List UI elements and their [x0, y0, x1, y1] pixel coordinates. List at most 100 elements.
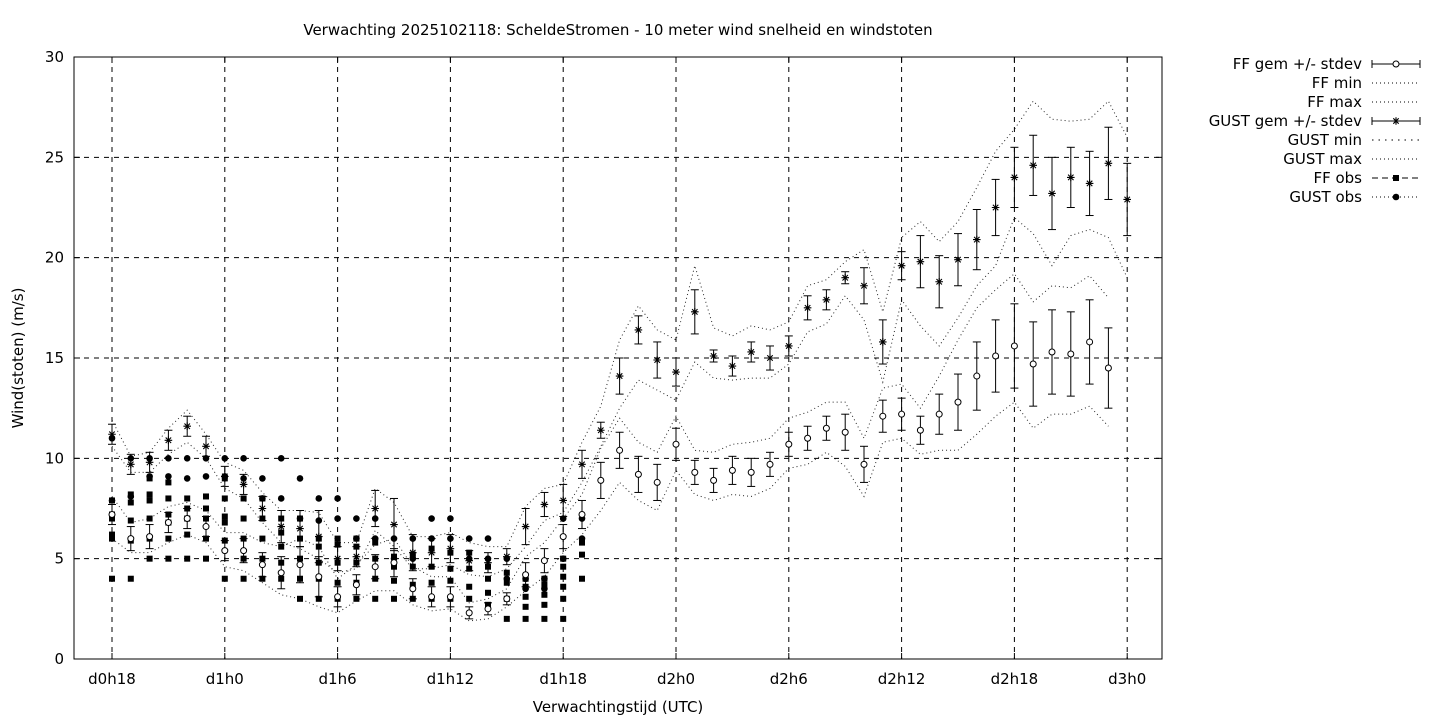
- ff-mean-point: [240, 547, 248, 555]
- gust-mean-point: [615, 372, 624, 380]
- ff-mean-point: [559, 533, 567, 541]
- legend-marker: [1392, 60, 1400, 68]
- ff-mean-point: [597, 476, 605, 484]
- ff-obs-point: [447, 577, 454, 584]
- x-tick-label: d3h0: [1108, 670, 1146, 688]
- ff-obs-point: [560, 573, 567, 580]
- ff-max-line: [111, 272, 1109, 604]
- gust-mean-point: [221, 472, 229, 481]
- ff-mean-point: [710, 476, 718, 484]
- gust-mean-point: [333, 554, 342, 563]
- ff-mean-point: [898, 410, 906, 418]
- ff-obs-point: [259, 535, 266, 542]
- ff-mean-point: [747, 468, 755, 476]
- ff-obs-point: [466, 595, 473, 602]
- gust-mean-point: [578, 460, 586, 469]
- gust-mean-point: [991, 203, 1000, 212]
- gust-obs-point: [183, 455, 191, 462]
- gust-mean-point: [1104, 159, 1113, 168]
- gust-mean-point: [785, 342, 793, 350]
- ff-obs-point: [203, 493, 209, 500]
- gust-obs-point: [165, 473, 172, 480]
- ff-obs-point: [334, 535, 341, 542]
- ff-mean-point: [822, 424, 830, 432]
- gust-mean-point: [202, 442, 210, 451]
- legend-marker: [1393, 175, 1399, 181]
- x-tick-label: d1h6: [319, 670, 357, 688]
- ff-obs-point: [240, 515, 247, 522]
- ff-mean-point: [183, 515, 191, 523]
- gust-mean-point: [164, 436, 173, 445]
- ff-mean-point: [992, 352, 1000, 360]
- ff-obs-point: [203, 535, 209, 542]
- ff-obs-point: [146, 515, 153, 522]
- legend-label: FF gem +/- stdev: [1233, 55, 1362, 73]
- ff-obs-point: [184, 531, 191, 538]
- y-tick-label: 5: [54, 550, 64, 568]
- ff-mean-point: [879, 412, 887, 420]
- ff-mean-point: [465, 609, 473, 617]
- gust-mean-point: [897, 261, 906, 270]
- gust-obs-point: [334, 495, 341, 502]
- x-tick-label: d2h6: [770, 670, 808, 688]
- ff-mean-point: [954, 398, 962, 406]
- ff-mean-point: [634, 470, 642, 478]
- chart-title: Verwachting 2025102118: ScheldeStromen -…: [303, 21, 932, 39]
- ff-obs-point: [259, 575, 266, 582]
- ff-obs-point: [184, 495, 191, 502]
- ff-obs-point: [221, 575, 228, 582]
- ff-mean-point: [578, 511, 586, 519]
- gust-mean-point: [1085, 179, 1094, 188]
- ff-obs-point: [541, 615, 548, 622]
- x-tick-label: d2h18: [991, 670, 1039, 688]
- ff-mean-point: [484, 605, 492, 613]
- gust-mean-point: [183, 422, 191, 431]
- gust-obs-point: [541, 585, 548, 593]
- gust-obs-point: [277, 455, 285, 462]
- ff-mean-point: [390, 559, 398, 567]
- gust-obs-point: [559, 555, 567, 562]
- gust-obs-point: [541, 575, 548, 583]
- ff-obs-point: [372, 539, 379, 546]
- ff-mean-point: [409, 585, 417, 593]
- gust-obs-point: [353, 515, 360, 522]
- x-tick-label: d1h0: [206, 670, 244, 688]
- gust-mean-point: [653, 356, 661, 364]
- gust-mean-point: [747, 348, 755, 356]
- ff-obs-point: [146, 491, 153, 498]
- ff-mean-point: [146, 533, 154, 541]
- ff-mean-point: [277, 569, 285, 577]
- ff-mean-point: [653, 478, 661, 486]
- ff-obs-point: [560, 583, 567, 590]
- ff-mean-point: [108, 511, 116, 519]
- ff-obs-point: [203, 505, 209, 512]
- gust-mean-point: [427, 548, 436, 557]
- ff-obs-point: [127, 575, 134, 582]
- legend-label: FF max: [1307, 93, 1362, 111]
- ff-obs-point: [372, 595, 379, 602]
- gust-mean-point: [108, 430, 116, 439]
- x-tick-label: d2h12: [878, 670, 926, 688]
- legend-label: FF min: [1312, 74, 1362, 92]
- gust-mean-point: [540, 500, 549, 509]
- gust-mean-point: [935, 277, 943, 286]
- ff-mean-point: [728, 466, 736, 474]
- ff-obs-point: [334, 579, 341, 586]
- gust-mean-point: [352, 552, 361, 561]
- ff-obs-point: [503, 579, 510, 586]
- ff-obs-point: [447, 565, 454, 572]
- gust-mean-point: [954, 255, 962, 264]
- ff-mean-point: [258, 561, 266, 569]
- ff-obs-point: [109, 531, 115, 538]
- ff-mean-point: [428, 593, 436, 601]
- ff-mean-point: [296, 561, 304, 569]
- y-tick-label: 20: [45, 249, 64, 267]
- ff-mean-point: [616, 446, 624, 454]
- gust-obs-point: [127, 493, 135, 500]
- ff-mean-point: [973, 372, 981, 380]
- x-axis-label: Verwachtingstijd (UTC): [533, 698, 704, 716]
- gust-obs-point: [146, 473, 153, 480]
- gust-mean-point: [766, 354, 774, 362]
- ff-obs-point: [146, 497, 153, 504]
- gust-mean-point: [446, 544, 455, 553]
